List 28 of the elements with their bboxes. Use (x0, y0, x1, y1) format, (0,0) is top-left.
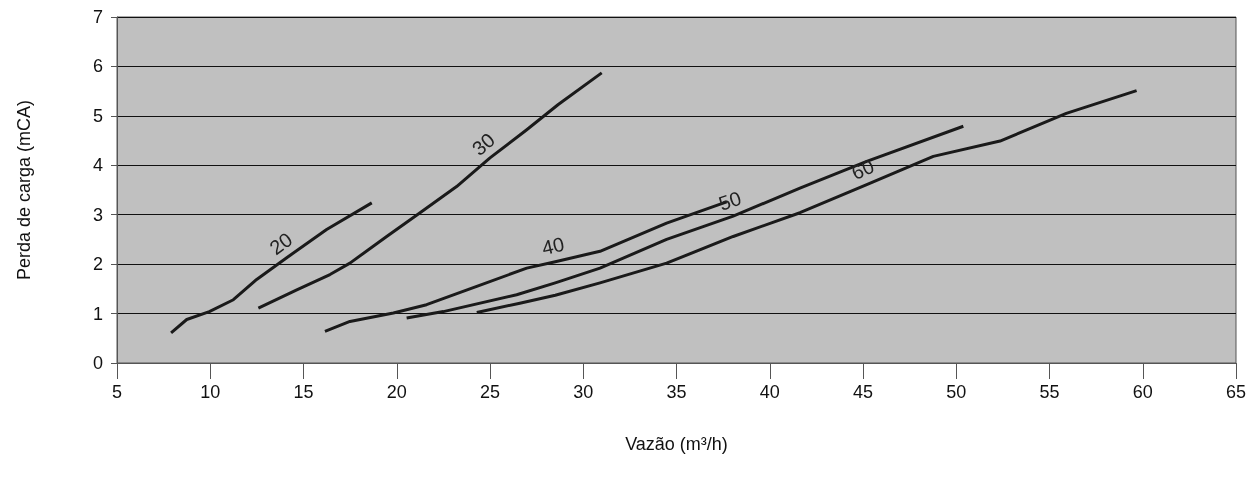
x-tick-label: 45 (852, 382, 874, 402)
text: 60 (848, 154, 878, 184)
x-tick-label: 20 (386, 382, 407, 402)
x-axis-title: Vazão (m³/h) (625, 434, 728, 454)
y-axis-title: Perda de carga (mCA) (14, 99, 34, 281)
x-tick-label: 10 (200, 382, 221, 402)
y-tick-label: 5 (92, 105, 103, 126)
x-tick-label: 65 (1225, 382, 1247, 402)
y-tick-label: 2 (92, 254, 103, 275)
x-tick-label: 35 (666, 382, 687, 402)
text: 50 (715, 186, 745, 215)
y-tick-label: 7 (92, 7, 103, 27)
y-tick-label: 4 (92, 155, 103, 176)
y-tick-label: 3 (92, 204, 103, 225)
x-tick-label: 60 (1132, 382, 1153, 402)
y-tick-label: 1 (92, 303, 103, 324)
x-tick-label: 25 (479, 382, 501, 402)
y-tick-label: 0 (92, 353, 103, 373)
y-tick-label: 6 (92, 56, 103, 77)
text: 20 (265, 228, 297, 260)
text: 40 (539, 232, 567, 260)
x-tick-label: 50 (946, 382, 967, 402)
x-tick-label: 30 (573, 382, 594, 402)
x-tick-label: 40 (759, 382, 780, 402)
text: 30 (467, 128, 500, 160)
x-tick-label: 55 (1039, 382, 1060, 402)
x-tick-label: 15 (293, 382, 314, 402)
x-tick-label: 5 (111, 382, 123, 402)
